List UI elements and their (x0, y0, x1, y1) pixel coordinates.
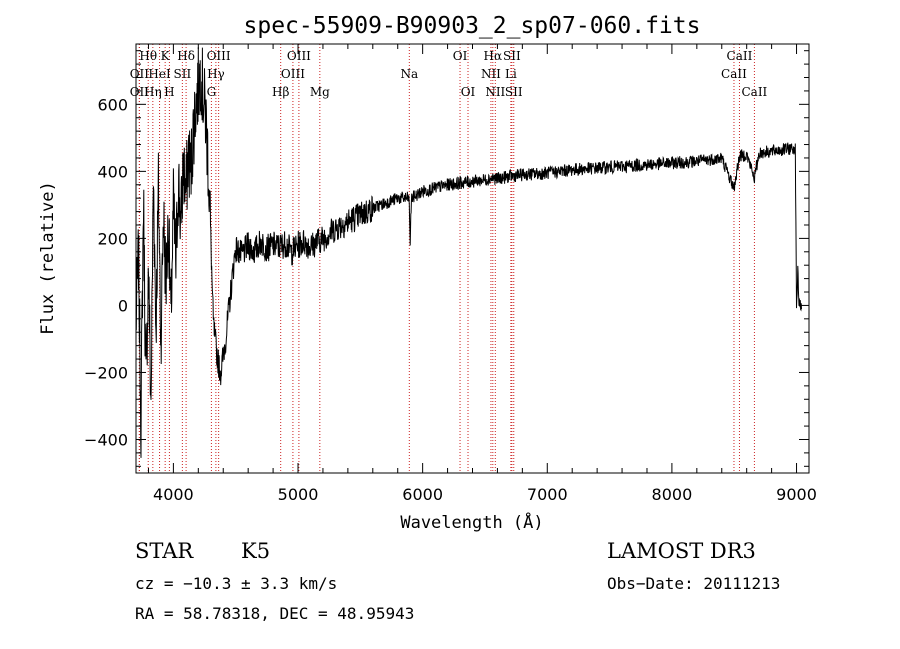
line-label-10: OIII (207, 49, 231, 63)
line-label-26: CaII (721, 67, 747, 81)
object-subclass: K5 (241, 539, 270, 563)
spectrum-line (135, 47, 802, 458)
x-tick-label-4: 8000 (652, 485, 693, 504)
line-label-13: OIII (287, 49, 311, 63)
x-tick-label-2: 6000 (402, 485, 443, 504)
line-label-27: CaII (741, 85, 767, 99)
line-label-23: Li (505, 67, 517, 81)
x-tick-label-5: 9000 (776, 485, 817, 504)
y-tick-label-4: 400 (97, 162, 128, 181)
line-label-11: Hγ (207, 67, 225, 81)
y-tick-label-5: 600 (97, 95, 128, 114)
line-label-22: SII (503, 49, 521, 63)
y-tick-label-2: 0 (118, 296, 128, 315)
x-axis-ticks: 4000 5000 6000 7000 8000 9000 (147, 44, 817, 504)
line-label-2: OII (130, 85, 150, 99)
y-axis-ticks: −400 −200 0 200 400 600 (84, 50, 809, 467)
obs-date-text: Obs−Date: 20111213 (607, 574, 780, 593)
line-label-20: NII (481, 67, 501, 81)
line-label-3: Hη (144, 85, 162, 99)
line-label-8: Hδ (177, 49, 195, 63)
line-label-24: SII (505, 85, 523, 99)
line-label-19: Hα (484, 49, 503, 63)
line-label-9: G (207, 85, 217, 99)
x-axis-label: Wavelength (Å) (400, 511, 543, 533)
spectral-line-labels: HθOIIOIIHηHeIKHSIIHδGOIIIHγHβOIIIOIIIMgN… (130, 49, 768, 99)
line-label-0: Hθ (139, 49, 157, 63)
spectrum-series (135, 47, 802, 458)
y-tick-label-1: −200 (84, 363, 128, 382)
line-label-15: Mg (310, 85, 330, 99)
line-label-21: NII (485, 85, 505, 99)
line-label-25: CaII (727, 49, 753, 63)
line-label-16: Na (400, 67, 418, 81)
line-label-18: OI (461, 85, 476, 99)
line-label-4: HeI (148, 67, 171, 81)
line-label-5: K (161, 49, 171, 63)
line-label-1: OII (130, 67, 150, 81)
line-label-12: Hβ (272, 85, 289, 99)
object-class: STAR (135, 539, 194, 563)
redshift-text: cz = −10.3 ± 3.3 km/s (135, 574, 337, 593)
x-tick-label-3: 7000 (527, 485, 568, 504)
line-label-17: OI (453, 49, 468, 63)
spectral-line-markers (138, 44, 755, 473)
line-label-14: OIII (281, 67, 305, 81)
coordinates-text: RA = 58.78318, DEC = 48.95943 (135, 604, 414, 623)
y-tick-label-3: 200 (97, 229, 128, 248)
y-axis-label: Flux (relative) (38, 181, 58, 335)
x-tick-label-0: 4000 (153, 485, 194, 504)
survey-name: LAMOST DR3 (607, 539, 756, 563)
y-tick-label-0: −400 (84, 430, 128, 449)
line-label-7: SII (174, 67, 192, 81)
x-tick-label-1: 5000 (278, 485, 319, 504)
chart-title: spec-55909-B90903_2_sp07-060.fits (244, 13, 701, 39)
line-label-6: H (164, 85, 174, 99)
